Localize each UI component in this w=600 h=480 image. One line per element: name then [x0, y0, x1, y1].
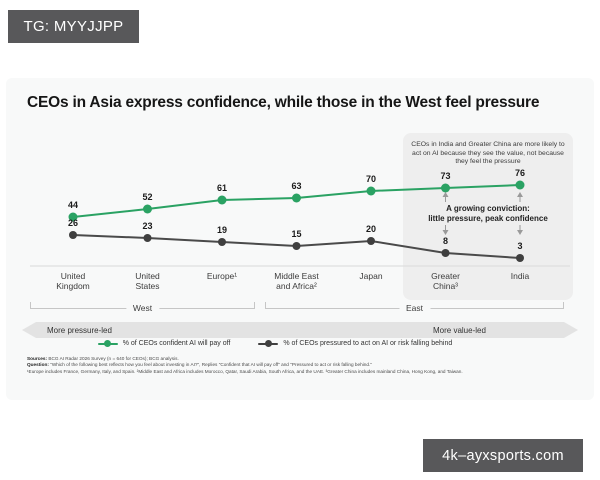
- double-arrow-shape: [22, 322, 578, 338]
- data-label: 20: [365, 224, 376, 234]
- watermark-bottom-right: 4k–ayxsports.com: [423, 439, 583, 472]
- data-label: 8: [442, 236, 448, 246]
- west-bracket: West: [30, 302, 255, 314]
- chart-title: CEOs in Asia express confidence, while t…: [27, 94, 540, 111]
- annotation-conviction-line2: little pressure, peak confidence: [428, 213, 548, 223]
- data-label: 44: [67, 200, 78, 210]
- x-axis-label: United Kingdom: [56, 271, 90, 291]
- east-label: East: [398, 303, 431, 314]
- x-axis-label: Japan: [359, 271, 383, 281]
- data-label: 23: [142, 221, 153, 231]
- legend-marker-dark-icon: [258, 340, 279, 347]
- data-label: 76: [514, 168, 525, 178]
- watermark-top-text: TG: MYYJJPP: [23, 18, 124, 35]
- annotation-intro-text: CEOs in India and Greater China are more…: [411, 141, 565, 166]
- spectrum-left-label: More pressure-led: [47, 326, 112, 335]
- watermark-top-left: TG: MYYJJPP: [8, 10, 139, 43]
- legend-marker-green-icon: [97, 340, 118, 347]
- legend-label-confident: % of CEOs confident AI will pay off: [122, 340, 231, 347]
- data-label: 73: [440, 171, 451, 181]
- footnote-regions: ¹Europe includes France, Germany, Italy,…: [27, 368, 463, 374]
- legend: % of CEOs confident AI will pay off % of…: [0, 340, 575, 347]
- west-label: West: [125, 303, 160, 314]
- x-axis-label: Greater China³: [431, 271, 460, 291]
- legend-label-pressured: % of CEOs pressured to act on AI or risk…: [283, 340, 453, 347]
- data-label: 19: [216, 225, 227, 235]
- data-label: 52: [142, 192, 153, 202]
- footnote-sources: Sources: BCG AI Radar 2026 Survey (n = 6…: [27, 356, 179, 361]
- annotation-conviction-text: A growing conviction: little pressure, p…: [403, 204, 573, 223]
- spectrum-arrow-band: [22, 322, 578, 338]
- legend-item-pressured: % of CEOs pressured to act on AI or risk…: [258, 340, 452, 347]
- spectrum-right-label: More value-led: [433, 326, 486, 335]
- x-axis-label: India: [510, 271, 530, 281]
- data-label: 61: [216, 183, 227, 193]
- x-axis-label: United States: [135, 271, 160, 291]
- legend-item-confident: % of CEOs confident AI will pay off: [97, 340, 231, 347]
- data-label: 70: [365, 174, 376, 184]
- data-label: 3: [517, 241, 523, 251]
- data-label: 63: [291, 181, 302, 191]
- x-axis-label: Middle East and Africa²: [274, 271, 319, 291]
- data-label: 26: [67, 218, 78, 228]
- watermark-bottom-text: 4k–ayxsports.com: [442, 447, 564, 464]
- footnote-question: Question: "Which of the following best r…: [27, 362, 372, 368]
- x-axis-label: Europe¹: [206, 271, 238, 281]
- east-bracket: East: [265, 302, 564, 314]
- annotation-conviction-line1: A growing conviction:: [446, 204, 530, 213]
- footnotes: Sources: BCG AI Radar 2026 Survey (n = 6…: [27, 356, 575, 375]
- data-label: 15: [291, 229, 302, 239]
